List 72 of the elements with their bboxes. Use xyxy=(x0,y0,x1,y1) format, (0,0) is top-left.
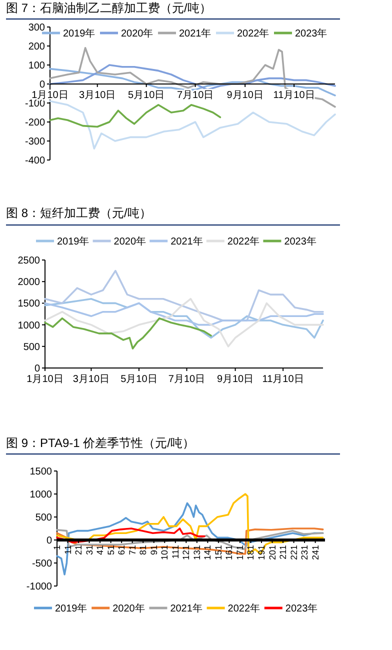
x-tick-label: 211 xyxy=(278,545,288,560)
x-tick-label: 181 xyxy=(246,545,256,560)
x-tick-label: 7月10日 xyxy=(176,90,214,101)
y-tick-label: 2000 xyxy=(18,277,40,288)
chart-title: 图 8：短纤加工费（元/吨） xyxy=(6,206,152,220)
y-tick-label: 500 xyxy=(35,512,52,524)
x-tick-label: 81 xyxy=(138,545,148,556)
x-tick-label: 201 xyxy=(267,545,278,560)
legend-label: 2019年 xyxy=(57,236,90,248)
y-tick-label: 1000 xyxy=(30,490,52,500)
x-tick-label: 111 xyxy=(170,545,180,559)
x-tick-label: 241 xyxy=(310,545,320,560)
chart-title: 图 9：PTA9-1 价差季节性（元/吨） xyxy=(6,436,194,450)
y-tick-label: 2500 xyxy=(18,256,40,266)
x-tick-label: 131 xyxy=(192,545,202,560)
x-tick-label: 151 xyxy=(213,545,224,560)
legend-label: 2021年 xyxy=(170,236,203,248)
x-tick-label: 11月10日 xyxy=(273,90,315,101)
x-tick-label: 11月10日 xyxy=(262,374,304,385)
legend-label: 2022年 xyxy=(227,236,260,248)
legend-label: 2020年 xyxy=(114,236,146,248)
legend-label: 2019年 xyxy=(55,602,88,614)
x-tick-label: 31 xyxy=(84,545,94,556)
x-tick-label: 221 xyxy=(288,545,299,560)
x-tick-label: 231 xyxy=(300,545,310,560)
y-tick-label: -500 xyxy=(32,558,52,570)
legend-label: 2023年 xyxy=(295,28,328,40)
x-tick-label: 171 xyxy=(234,545,245,560)
x-tick-label: 141 xyxy=(202,545,213,560)
y-tick-label: -400 xyxy=(24,156,46,166)
legend-label: 2022年 xyxy=(228,602,260,614)
chart-title: 图 7：石脑油制乙二醇加工费（元/吨） xyxy=(6,1,212,15)
legend-label: 2021年 xyxy=(179,28,212,40)
y-tick-label: 500 xyxy=(23,342,40,353)
y-tick-label: 200 xyxy=(28,42,46,52)
legend-label: 2022年 xyxy=(237,28,270,40)
legend-label: 2020年 xyxy=(112,602,145,614)
x-tick-label: 7月10日 xyxy=(168,374,206,385)
y-tick-label: 100 xyxy=(28,60,46,72)
x-tick-label: 3月10日 xyxy=(79,90,116,101)
y-tick-label: 0 xyxy=(46,536,52,546)
y-tick-label: 300 xyxy=(28,22,46,34)
x-tick-label: 3月10日 xyxy=(72,374,110,385)
y-tick-label: -200 xyxy=(24,118,46,128)
y-tick-label: 1500 xyxy=(30,466,52,478)
x-tick-label: 5月10日 xyxy=(128,90,165,101)
y-tick-label: -1000 xyxy=(26,582,52,592)
x-tick-label: 191 xyxy=(256,545,266,560)
x-tick-label: 11 xyxy=(62,545,73,554)
legend-label: 2023年 xyxy=(285,602,318,614)
x-tick-label: 161 xyxy=(224,545,234,560)
x-tick-label: 1月10日 xyxy=(26,374,64,385)
legend-label: 2019年 xyxy=(63,28,96,40)
x-tick-label: 5月10日 xyxy=(120,374,158,385)
y-tick-label: 1000 xyxy=(18,320,40,332)
x-tick-label: 61 xyxy=(116,545,127,556)
legend-label: 2023年 xyxy=(284,236,316,248)
x-tick-label: 121 xyxy=(181,545,192,560)
legend-label: 2021年 xyxy=(170,602,202,614)
y-tick-label: 0 xyxy=(39,80,46,90)
y-tick-label: -300 xyxy=(24,136,46,148)
x-tick-label: 9月10日 xyxy=(226,90,264,101)
x-tick-label: 9月10日 xyxy=(216,374,254,385)
x-tick-label: 101 xyxy=(160,545,170,560)
x-tick-label: 21 xyxy=(74,545,84,556)
x-tick-label: 51 xyxy=(106,545,116,556)
y-tick-label: 0 xyxy=(34,364,40,374)
legend-label: 2020年 xyxy=(121,28,154,40)
x-tick-label: 41 xyxy=(95,545,106,556)
y-tick-label: 1500 xyxy=(18,298,40,310)
x-tick-label: 71 xyxy=(127,545,138,556)
x-tick-label: 91 xyxy=(148,545,159,556)
